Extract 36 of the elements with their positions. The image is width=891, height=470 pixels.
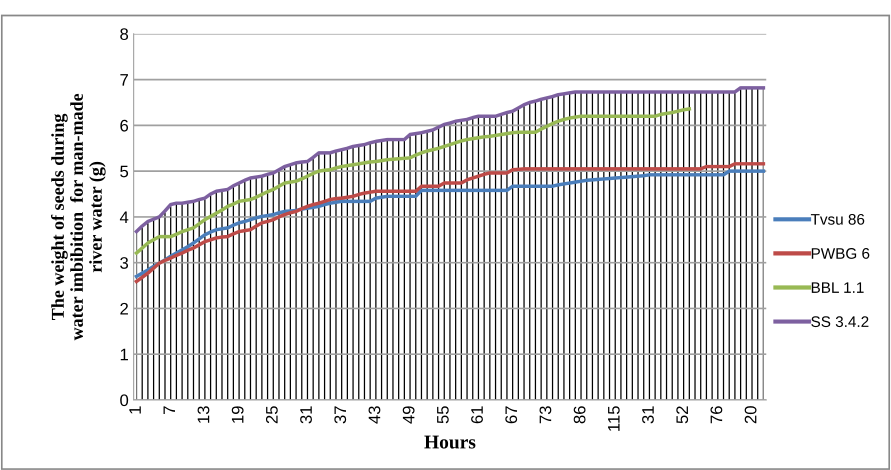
x-tick-label: 76 — [710, 406, 722, 424]
x-tick-label: 25 — [266, 406, 278, 424]
x-tick-label: 52 — [676, 406, 688, 424]
x-tick-label: 73 — [540, 406, 552, 424]
x-tick-label: 1 — [129, 406, 141, 414]
legend-label: SS 3.4.2 — [811, 316, 868, 328]
x-tick-label: 49 — [402, 406, 415, 424]
y-tick-label: 5 — [120, 166, 128, 178]
x-tick-label: 61 — [471, 406, 483, 424]
x-tick-label: 37 — [334, 406, 346, 424]
x-tick-label: 67 — [505, 406, 518, 424]
x-tick-label: 43 — [368, 406, 380, 424]
line-series — [134, 107, 692, 255]
x-tick-label: 86 — [574, 406, 586, 424]
y-tick-label: 7 — [120, 74, 128, 86]
y-tick-label: 3 — [120, 257, 128, 269]
line-series — [134, 86, 766, 234]
y-tick-label: 2 — [120, 302, 128, 314]
x-tick-label: 115 — [608, 406, 620, 431]
x-tick-label: 13 — [198, 406, 210, 423]
x-tick-label: 7 — [164, 406, 176, 414]
y-axis-title: The weight of seeds during water imbibition for man-made river water (g) — [51, 94, 106, 340]
legend-label: PWBG 6 — [812, 248, 870, 259]
x-axis-title: Hours — [424, 436, 476, 449]
legend-label: Tvsu 86 — [810, 214, 864, 225]
x-tick-label: 20 — [744, 406, 756, 424]
x-tick-label: 31 — [300, 406, 312, 424]
x-tick-label: 31 — [642, 406, 654, 424]
legend-label: BBL 1.1 — [812, 282, 864, 293]
y-tick-label: 8 — [120, 28, 128, 40]
y-tick-label: 1 — [120, 348, 128, 360]
y-tick-label: 0 — [120, 394, 128, 406]
x-tick-label: 55 — [437, 406, 449, 424]
y-tick-label: 6 — [120, 120, 128, 132]
x-tick-label: 19 — [232, 406, 244, 423]
y-tick-label: 4 — [120, 211, 128, 223]
